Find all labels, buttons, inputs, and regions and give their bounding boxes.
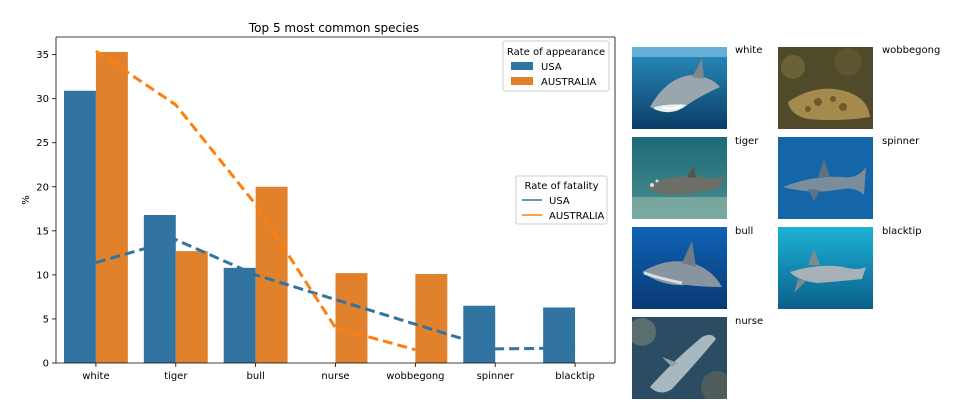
bar-australia-nurse: [335, 273, 368, 363]
legend-appearance-label-usa: USA: [541, 62, 562, 73]
x-tick-label-bull: bull: [247, 371, 265, 382]
legend-appearance-title: Rate of appearance: [507, 47, 605, 58]
wobbegong-shark-photo: [778, 47, 873, 129]
blacktip-shark-photo: [778, 227, 873, 309]
x-tick-label-white: white: [82, 371, 109, 382]
bar-usa-white: [63, 90, 96, 364]
y-tick-label-35: 35: [36, 50, 49, 61]
bull-shark-photo: [632, 227, 727, 309]
white-shark-photo: [632, 47, 727, 129]
bar-australia-wobbegong: [415, 274, 448, 363]
bar-usa-bull: [223, 267, 256, 363]
spinner-shark-photo: [778, 137, 873, 219]
x-tick-label-spinner: spinner: [477, 371, 515, 382]
gallery-label-white: white: [735, 45, 763, 56]
gallery-label-wobbegong: wobbegong: [882, 45, 941, 56]
combo-chart: Top 5 most common species % white tiger bu…: [21, 21, 616, 382]
legend-appearance-swatch-usa: [511, 62, 533, 70]
legend-fatality-title: Rate of fatality: [524, 181, 598, 192]
bar-usa-spinner: [463, 305, 496, 363]
nurse-shark-photo: [632, 317, 727, 399]
y-tick-label-5: 5: [43, 314, 49, 325]
fatality-line-usa: [95, 238, 576, 351]
x-tick-label-blacktip: blacktip: [555, 371, 595, 382]
bar-australia-bull: [255, 186, 288, 363]
y-tick-label-30: 30: [36, 94, 49, 105]
y-tick-label-25: 25: [36, 138, 49, 149]
fatality-line-australia: [95, 49, 416, 352]
y-tick-label-15: 15: [36, 226, 49, 237]
gallery-label-blacktip: blacktip: [882, 226, 922, 237]
y-axis-label: %: [21, 195, 32, 205]
gallery-label-bull: bull: [735, 226, 754, 237]
legend-fatality-label-australia: AUSTRALIA: [549, 211, 605, 222]
x-tick-label-wobbegong: wobbegong: [386, 371, 444, 382]
bar-usa-blacktip: [543, 307, 576, 363]
legend-appearance-swatch-australia: [511, 77, 533, 85]
gallery-label-tiger: tiger: [735, 136, 759, 147]
y-tick-label-20: 20: [36, 182, 49, 193]
legend-fatality-box: [515, 175, 608, 225]
bar-usa-tiger: [143, 214, 176, 363]
gallery-label-spinner: spinner: [882, 136, 920, 147]
y-tick-label-10: 10: [36, 270, 49, 281]
bar-australia-tiger: [175, 251, 208, 363]
gallery-label-nurse: nurse: [735, 316, 764, 327]
x-tick-label-tiger: tiger: [164, 371, 188, 382]
legend-fatality-label-usa: USA: [549, 196, 570, 207]
tiger-shark-photo: [632, 137, 727, 219]
bar-australia-white: [95, 51, 128, 363]
y-tick-label-0: 0: [43, 359, 49, 370]
chart-title: Top 5 most common species: [248, 21, 419, 35]
x-tick-label-nurse: nurse: [321, 371, 349, 382]
legend-appearance-label-australia: AUSTRALIA: [541, 77, 597, 88]
